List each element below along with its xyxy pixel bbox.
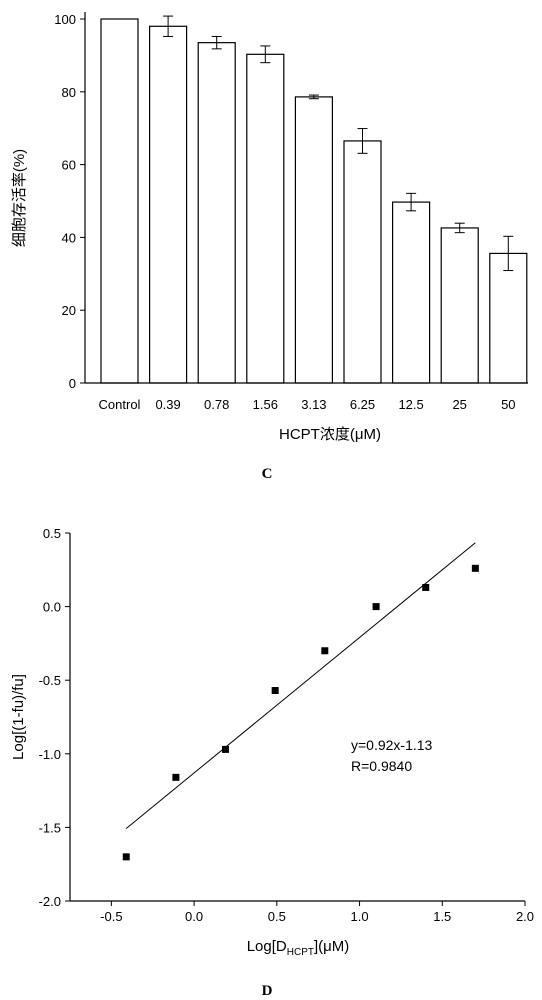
d-x-label-sub: HCPT bbox=[287, 947, 314, 958]
d-data-point bbox=[422, 584, 429, 591]
c-y-tick-label: 20 bbox=[62, 303, 76, 318]
d-panel-label: D bbox=[262, 983, 273, 999]
d-data-point bbox=[272, 687, 279, 694]
c-bar bbox=[150, 26, 187, 383]
d-y-tick-label: -0.5 bbox=[39, 673, 61, 688]
d-x-tick-label: 0.0 bbox=[185, 909, 203, 924]
c-y-tick-label: 80 bbox=[62, 85, 76, 100]
bar-chart-c: 0 20 40 60 80 100 Control 0.39 0.78 1.56 3.13 6.25… bbox=[11, 12, 528, 482]
d-data-point bbox=[172, 774, 179, 781]
d-fit-equation: y=0.92x-1.13 bbox=[351, 737, 433, 753]
c-bar bbox=[393, 202, 430, 383]
d-x-tick-label: 1.5 bbox=[433, 909, 451, 924]
scatter-chart-d: -2.0 -1.5 -1.0 -0.5 0.0 0.5 -0.5 0.0 0.5 1.0 1.5 2.… bbox=[10, 526, 534, 999]
c-x-tick-label: 6.25 bbox=[350, 397, 375, 412]
c-bar bbox=[344, 141, 381, 383]
d-y-tick-label: -2.0 bbox=[39, 894, 61, 909]
c-panel-label: C bbox=[262, 466, 273, 482]
d-y-axis-label: Log[(1-fu)/fu] bbox=[10, 674, 27, 760]
d-x-tick-label: 2.0 bbox=[516, 909, 534, 924]
d-x-tick-label: 1.0 bbox=[351, 909, 369, 924]
d-x-label-tail: ](μM) bbox=[314, 938, 349, 955]
c-bar bbox=[295, 97, 332, 383]
d-y-tick-label: 0.5 bbox=[43, 526, 61, 541]
c-y-axis-label: 细胞存活率(%) bbox=[11, 149, 28, 247]
d-data-point bbox=[472, 565, 479, 572]
d-y-tick-label: -1.5 bbox=[39, 820, 61, 835]
c-bar bbox=[247, 54, 284, 383]
d-data-point bbox=[123, 853, 130, 860]
c-bars bbox=[101, 19, 527, 383]
c-x-tick-label: Control bbox=[99, 397, 141, 412]
c-bar bbox=[441, 228, 478, 383]
d-data-point bbox=[321, 647, 328, 654]
c-bar bbox=[490, 253, 527, 383]
d-ticks: -2.0 -1.5 -1.0 -0.5 0.0 0.5 -0.5 0.0 0.5 1.0 1.5 2.… bbox=[39, 526, 534, 924]
c-x-tick-label: 12.5 bbox=[398, 397, 423, 412]
c-y-tick-label: 100 bbox=[54, 12, 76, 27]
c-x-tick-labels: Control 0.39 0.78 1.56 3.13 6.25 12.5 25 50 bbox=[99, 397, 516, 412]
c-y-ticks: 0 20 40 60 80 100 bbox=[54, 12, 85, 391]
d-data-point bbox=[222, 746, 229, 753]
d-fit-r: R=0.9840 bbox=[351, 758, 412, 774]
d-x-tick-label: 0.5 bbox=[268, 909, 286, 924]
c-y-tick-label: 40 bbox=[62, 230, 76, 245]
d-y-tick-label: 0.0 bbox=[43, 600, 61, 615]
c-x-tick-label: 25 bbox=[452, 397, 466, 412]
c-x-tick-label: 1.56 bbox=[253, 397, 278, 412]
c-y-tick-label: 0 bbox=[69, 376, 76, 391]
d-x-axis-label: Log[DHCPT](μM) bbox=[247, 938, 350, 958]
c-bar bbox=[198, 43, 235, 383]
c-x-tick-label: 0.78 bbox=[204, 397, 229, 412]
d-x-label-main: Log[D bbox=[247, 938, 287, 955]
d-data-point bbox=[373, 603, 380, 610]
d-y-tick-label: -1.0 bbox=[39, 747, 61, 762]
c-x-tick-label: 3.13 bbox=[301, 397, 326, 412]
c-x-axis-label: HCPT浓度(μM) bbox=[279, 426, 381, 443]
d-x-tick-label: -0.5 bbox=[100, 909, 122, 924]
c-y-tick-label: 60 bbox=[62, 158, 76, 173]
c-bar bbox=[101, 19, 138, 383]
c-x-tick-label: 50 bbox=[501, 397, 515, 412]
d-points bbox=[123, 565, 479, 861]
c-x-tick-label: 0.39 bbox=[155, 397, 180, 412]
